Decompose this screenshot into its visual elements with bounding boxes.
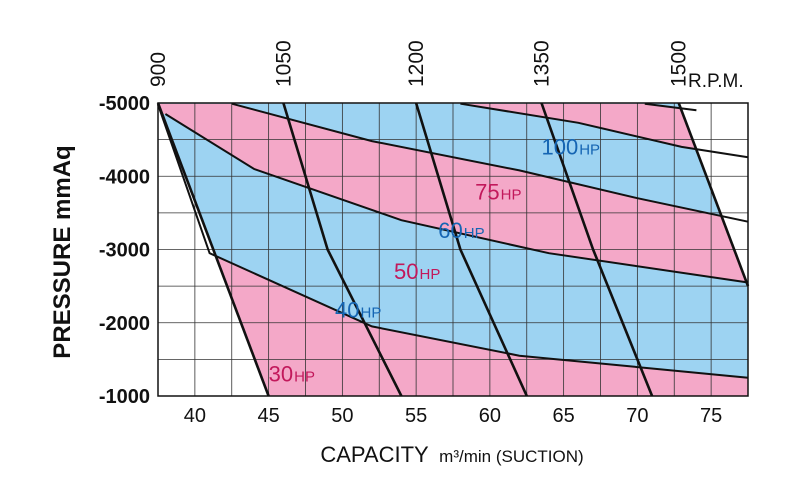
power-curve-60hp [460, 102, 749, 159]
rpm-curve-900 [156, 102, 270, 397]
rpm-curve-1050 [282, 102, 403, 397]
hp-label: 75HP [475, 180, 521, 205]
x-tick-label: 70 [626, 405, 648, 427]
hp-label: 40HP [335, 298, 381, 323]
y-tick-label: -3000 [99, 240, 150, 262]
hp-label-unit: HP [294, 368, 315, 385]
hp-label: 30HP [269, 361, 315, 386]
y-tick-label: -4000 [99, 166, 150, 188]
x-tick-label: 55 [405, 405, 427, 427]
hp-label-value: 50 [394, 259, 418, 284]
y-tick-label: -1000 [99, 386, 150, 408]
rpm-curve-1350 [540, 102, 654, 397]
power-curve-50hp [231, 102, 749, 223]
x-axis-label: CAPACITY m³/min (SUCTION) [320, 442, 583, 467]
hp-label-value: 75 [475, 180, 499, 205]
hp-label: 60HP [438, 218, 484, 243]
rpm-tick-label: 1500 [668, 40, 691, 87]
hp-label-unit: HP [419, 266, 440, 283]
rpm-tick-label: 1050 [272, 40, 295, 87]
rpm-curve-layer [156, 102, 750, 397]
hp-label: 50HP [394, 259, 440, 284]
hp-label: 100HP [542, 134, 601, 159]
rpm-tick-label: 1200 [405, 40, 428, 87]
grid-layer [158, 102, 749, 397]
x-tick-label: 75 [700, 405, 722, 427]
x-tick-label: 45 [258, 405, 280, 427]
hp-label-unit: HP [579, 141, 600, 158]
y-tick-label: -5000 [99, 93, 150, 115]
y-axis-label: PRESSURE mmAq [49, 145, 76, 358]
x-tick-label: 60 [479, 405, 501, 427]
rpm-tick-label: 1350 [531, 40, 554, 87]
x-tick-labels: 40 45 50 55 60 65 70 75 [184, 405, 723, 427]
hp-label-value: 100 [542, 134, 579, 159]
hp-label-value: 60 [438, 218, 462, 243]
power-curve-30hp [157, 104, 749, 379]
hp-label-unit: HP [501, 187, 522, 204]
rpm-curve-1200 [414, 102, 528, 397]
rpm-tick-labels: 900 1050 1200 1350 1500 [147, 40, 691, 87]
hp-label-value: 40 [335, 298, 359, 323]
power-line-layer [157, 102, 749, 379]
y-tick-label: -2000 [99, 313, 150, 335]
hp-label-unit: HP [464, 225, 485, 242]
x-axis-label-main: CAPACITY [320, 442, 429, 467]
x-tick-label: 65 [553, 405, 575, 427]
rpm-tick-label: 900 [147, 52, 170, 87]
rpm-curve-1500 [677, 102, 750, 287]
x-tick-label: 50 [331, 405, 353, 427]
x-tick-label: 40 [184, 405, 206, 427]
hp-label-value: 30 [269, 361, 293, 386]
hp-label-unit: HP [360, 305, 381, 322]
power-curve-75hp [644, 102, 697, 112]
rpm-axis-label: R.P.M. [688, 71, 744, 92]
y-tick-labels: -5000 -4000 -3000 -2000 -1000 [99, 93, 150, 408]
x-axis-label-unit: m³/min (SUCTION) [439, 447, 583, 466]
plot-frame [157, 102, 749, 397]
power-curve-40hp [164, 113, 749, 284]
